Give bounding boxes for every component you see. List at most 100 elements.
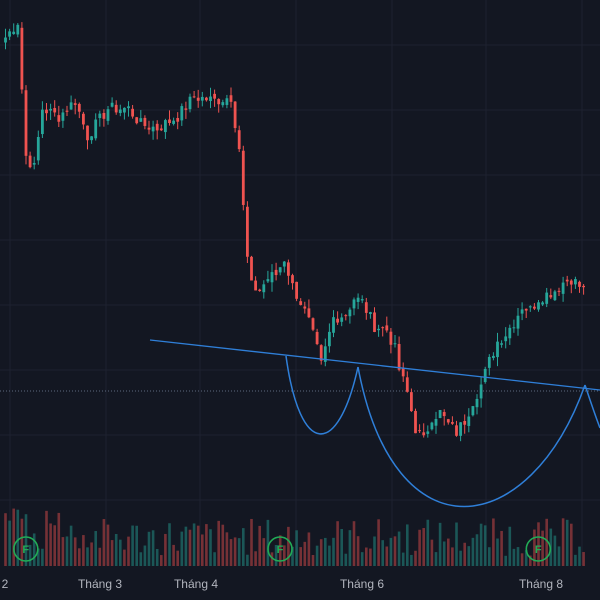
candle [533, 303, 536, 311]
volume-bar [574, 554, 577, 566]
volume-bar [57, 512, 61, 566]
candle [578, 280, 581, 293]
volume-bar [299, 547, 302, 566]
candle-body [213, 93, 216, 99]
candle-body [278, 267, 282, 273]
marker-label: F [22, 544, 29, 556]
volume-bar [561, 518, 565, 566]
candle-body [520, 309, 524, 314]
candle [192, 90, 196, 99]
volume-bar [520, 553, 524, 566]
volume-bar [213, 552, 216, 566]
volume-bar [172, 544, 175, 566]
candle-body [45, 109, 48, 114]
candle-body [418, 430, 421, 432]
candle-body [82, 113, 85, 125]
volume-bar [135, 525, 138, 566]
candle-layer [4, 22, 585, 442]
volume-layer [4, 508, 585, 566]
volume-bar [319, 539, 323, 566]
volume-bar [254, 551, 257, 566]
candle [12, 23, 16, 35]
candle-body [459, 422, 462, 436]
volume-bar [315, 545, 319, 566]
candle [262, 280, 266, 299]
volume-bar [533, 529, 536, 566]
candle [90, 135, 93, 144]
candle [205, 96, 208, 102]
volume-bar [250, 518, 253, 566]
candle [565, 275, 569, 287]
candle-body [393, 343, 397, 345]
candle [168, 110, 171, 126]
candle [451, 416, 454, 425]
candle-body [545, 292, 549, 304]
volume-bar [90, 542, 93, 566]
candle [246, 201, 249, 264]
candle-body [508, 327, 512, 339]
volume-bar [442, 541, 446, 566]
candle [53, 100, 57, 117]
candle [561, 276, 565, 302]
volume-bar [336, 521, 339, 566]
candle [520, 302, 524, 321]
volume-bar [233, 537, 237, 566]
volume-bar [78, 548, 81, 566]
candle-body [172, 120, 175, 124]
volume-bar [201, 534, 204, 566]
volume-bar [508, 526, 512, 566]
volume-bar [283, 545, 286, 566]
candle [323, 338, 327, 367]
candle-body [241, 150, 245, 205]
volume-bar [131, 525, 134, 566]
candle-body [159, 128, 163, 131]
candle [373, 307, 376, 333]
volume-bar [463, 542, 466, 566]
candle [479, 377, 483, 408]
candle [418, 424, 421, 434]
candle-body [287, 262, 290, 276]
candle [356, 293, 360, 310]
candle-body [90, 136, 93, 141]
marker-circle [525, 536, 552, 562]
candle-body [348, 309, 352, 317]
candle-body [258, 289, 262, 291]
candle [434, 411, 438, 434]
candle-body [352, 299, 356, 309]
candle [455, 420, 458, 437]
volume-bar [541, 530, 544, 566]
candle-body [229, 95, 233, 102]
candle-body [332, 317, 335, 333]
candle [180, 103, 184, 126]
candle [143, 115, 147, 130]
volume-bar [340, 529, 343, 566]
candle-body [250, 256, 253, 281]
candle-body [123, 107, 126, 113]
candle [106, 105, 110, 125]
candle-body [414, 410, 417, 434]
volume-bar [512, 548, 516, 566]
candle [266, 270, 270, 284]
candle-body [381, 327, 385, 329]
volume-bar [192, 523, 196, 566]
volume-bar [570, 523, 573, 566]
candle-body [483, 368, 487, 383]
candle [217, 98, 221, 113]
volume-bar [537, 522, 540, 566]
x-tick-label-0: 2 [2, 577, 9, 591]
candle [24, 85, 28, 165]
volume-bar [196, 525, 200, 566]
volume-bar [401, 552, 405, 566]
candle [110, 97, 114, 108]
volume-bar [324, 537, 327, 566]
volume-bar [86, 547, 89, 566]
volume-bar [360, 552, 364, 566]
volume-bar [229, 539, 233, 566]
candle [463, 414, 467, 434]
candle [49, 103, 52, 120]
candle [438, 409, 442, 419]
volume-bar [475, 534, 479, 566]
candle [213, 89, 216, 107]
